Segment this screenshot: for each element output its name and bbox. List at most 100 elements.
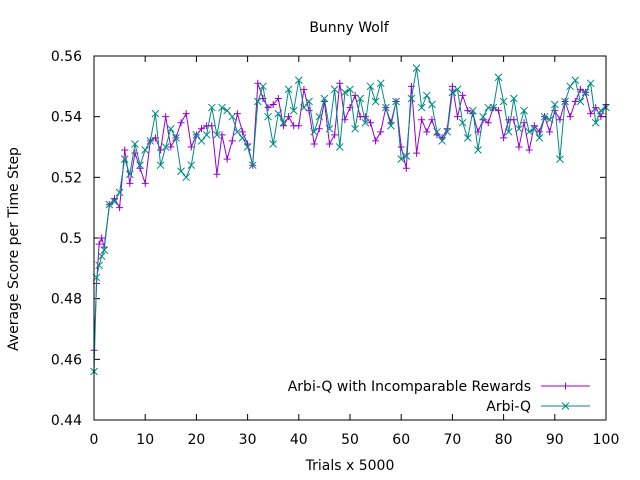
data-point [136, 161, 144, 170]
data-point [341, 88, 349, 97]
data-point [269, 140, 278, 148]
x-tick-label: 70 [443, 432, 461, 448]
data-point [346, 85, 354, 94]
data-point [202, 131, 211, 139]
data-point [428, 100, 436, 109]
data-point [413, 149, 421, 157]
data-point [407, 94, 416, 103]
x-tick-label: 40 [290, 432, 308, 448]
data-point [443, 127, 452, 136]
data-point [335, 143, 344, 151]
data-point [274, 94, 282, 102]
data-point [540, 112, 549, 121]
data-point [95, 240, 103, 248]
data-point [422, 91, 431, 100]
x-tick-label: 80 [495, 432, 513, 448]
x-axis-label: Trials x 5000 [305, 458, 395, 474]
data-point [310, 127, 319, 136]
data-point [402, 152, 411, 160]
series-arbi-q [90, 64, 610, 376]
y-tick-label: 0.54 [51, 110, 82, 126]
data-point [597, 106, 605, 115]
legend-marker [562, 382, 569, 390]
data-point [182, 110, 190, 118]
data-point [310, 140, 318, 148]
data-point [520, 106, 528, 115]
data-point [484, 119, 492, 127]
data-point [392, 97, 400, 106]
data-point [423, 128, 431, 136]
data-point [115, 188, 124, 197]
data-point [366, 82, 375, 91]
data-point [187, 161, 196, 170]
data-point [377, 128, 385, 136]
data-point [223, 106, 231, 115]
data-point [387, 121, 395, 130]
data-point [326, 140, 334, 148]
data-point [325, 124, 334, 133]
data-point [98, 234, 106, 242]
series-layer [90, 64, 610, 376]
data-point [576, 97, 585, 106]
data-point [566, 82, 575, 91]
y-tick-label: 0.52 [51, 170, 82, 186]
data-point [120, 155, 129, 163]
x-tick-label: 30 [239, 432, 257, 448]
y-tick-label: 0.44 [51, 413, 82, 429]
data-point [418, 116, 426, 124]
data-point [510, 116, 518, 124]
data-point [177, 119, 185, 127]
data-point [300, 85, 308, 93]
data-point [218, 131, 226, 139]
data-point [238, 134, 247, 142]
data-point [125, 170, 134, 179]
data-point [550, 100, 559, 109]
data-point [100, 246, 109, 254]
data-point [525, 127, 534, 136]
data-point [213, 170, 221, 178]
y-tick-label: 0.56 [51, 49, 82, 65]
x-tick-label: 100 [593, 432, 620, 448]
y-axis-label: Average Score per Time Step [6, 147, 22, 351]
data-point [412, 64, 421, 72]
data-point [561, 97, 569, 106]
data-point [331, 131, 339, 139]
data-point [228, 112, 237, 121]
data-point [520, 119, 528, 127]
axes-group: 0 10 20 30 40 50 60 70 80 90 100 0.44 0.46 0.48 0.5 0.5… [51, 49, 620, 448]
series-line [93, 68, 607, 372]
data-point [97, 252, 106, 261]
legend-label: Arbi-Q [486, 399, 531, 415]
x-tick-label: 60 [392, 432, 410, 448]
data-point [571, 76, 580, 85]
data-point [336, 79, 344, 87]
data-point [208, 122, 216, 130]
data-point [530, 124, 539, 133]
data-point [433, 127, 441, 136]
data-point [121, 146, 129, 154]
data-point [499, 97, 508, 106]
data-point [294, 76, 303, 85]
data-point [381, 103, 390, 112]
data-point [361, 118, 370, 127]
data-point [105, 200, 114, 209]
data-point [571, 98, 579, 105]
series-line [93, 83, 607, 351]
data-point [591, 118, 600, 127]
data-point [223, 155, 231, 163]
data-point [238, 128, 246, 136]
data-point [197, 137, 206, 145]
data-point [182, 173, 191, 182]
plot-frame [93, 55, 607, 421]
data-point [177, 167, 185, 176]
data-point [509, 94, 518, 103]
data-point [545, 115, 554, 124]
data-point [535, 134, 544, 142]
legend-marker [561, 402, 570, 410]
y-tick-label: 0.48 [51, 292, 82, 308]
data-point [279, 118, 288, 127]
data-point [448, 88, 457, 97]
data-point [198, 125, 206, 133]
data-point [116, 204, 124, 212]
